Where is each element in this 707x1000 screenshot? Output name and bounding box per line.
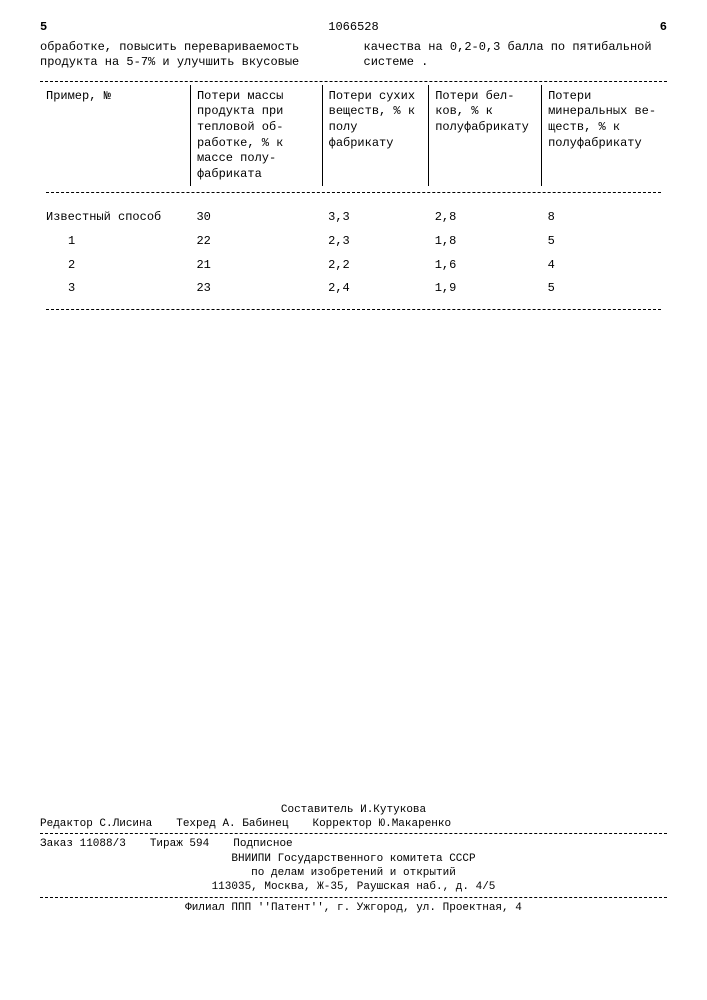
col-header-mass-loss: Потери массы продукта при тепловой об­ра… — [190, 85, 322, 187]
cell: 1,8 — [429, 230, 542, 254]
subscription: Подписное — [233, 837, 292, 851]
address-line: 113035, Москва, Ж-35, Раушская наб., д. … — [40, 880, 667, 894]
cell: 21 — [190, 254, 322, 278]
page-left-marker: 5 — [40, 20, 47, 36]
cell: 2,4 — [322, 277, 429, 301]
cell: 4 — [542, 254, 667, 278]
footer-block: Составитель И.Кутукова Редактор С.Лисина… — [40, 803, 667, 915]
row-label: Известный способ — [40, 206, 190, 230]
intro-text: обработке, повысить перевариваемость про… — [40, 40, 667, 71]
table-row: Известный способ 30 3,3 2,8 8 — [40, 206, 667, 230]
techred-label: Техред — [176, 818, 216, 830]
branch-line: Филиал ППП ''Патент'', г. Ужгород, ул. П… — [40, 901, 667, 915]
cell: 30 — [190, 206, 322, 230]
cell: 8 — [542, 206, 667, 230]
cell: 1,6 — [429, 254, 542, 278]
composer-label: Составитель — [281, 804, 354, 816]
footer-sep-2 — [40, 897, 667, 899]
editor-name: С.Лисина — [99, 818, 152, 830]
cell: 2,2 — [322, 254, 429, 278]
table-top-border — [40, 81, 667, 83]
corrector-label: Корректор — [312, 818, 371, 830]
cell: 2,3 — [322, 230, 429, 254]
table-row: 1 22 2,3 1,8 5 — [40, 230, 667, 254]
page: 5 1066528 6 обработке, повысить перевари… — [0, 0, 707, 1000]
print-info-row: Заказ 11088/3 Тираж 594 Подписное — [40, 837, 667, 851]
intro-right: качества на 0,2-0,3 балла по пяти­бально… — [364, 40, 668, 71]
table-header-row: Пример, № Потери массы продукта при тепл… — [40, 85, 667, 187]
cell: 2,8 — [429, 206, 542, 230]
techred-name: А. Бабинец — [222, 818, 288, 830]
credits-row: Редактор С.Лисина Техред А. Бабинец Корр… — [40, 817, 667, 831]
cell: 5 — [542, 230, 667, 254]
cell: 23 — [190, 277, 322, 301]
org-line-1: ВНИИПИ Государственного комитета СССР — [40, 852, 667, 866]
cell: 22 — [190, 230, 322, 254]
composer-name: И.Кутукова — [360, 804, 426, 816]
copies: Тираж 594 — [150, 837, 209, 851]
table-row: 2 21 2,2 1,6 4 — [40, 254, 667, 278]
col-header-example: Пример, № — [40, 85, 190, 187]
corrector-name: Ю.Макаренко — [379, 818, 452, 830]
cell: 1,9 — [429, 277, 542, 301]
intro-left: обработке, повысить перевариваемость про… — [40, 40, 344, 71]
data-table: Пример, № Потери массы продукта при тепл… — [40, 85, 667, 323]
table-row: 3 23 2,4 1,9 5 — [40, 277, 667, 301]
org-line-2: по делам изобретений и открытий — [40, 866, 667, 880]
col-header-mineral-loss: Потери минераль­ных ве­ществ, % к полу­ф… — [542, 85, 667, 187]
row-label: 3 — [40, 277, 190, 301]
cell: 3,3 — [322, 206, 429, 230]
row-label: 1 — [40, 230, 190, 254]
editor-label: Редактор — [40, 818, 93, 830]
header-row: 5 1066528 6 — [40, 20, 667, 36]
page-right-marker: 6 — [660, 20, 667, 36]
cell: 5 — [542, 277, 667, 301]
header-sep — [46, 192, 661, 194]
col-header-protein-loss: Потери бел­ков, % к полуфабри­кату — [429, 85, 542, 187]
row-label: 2 — [40, 254, 190, 278]
empty-body — [40, 323, 667, 803]
table-bottom-border — [46, 309, 661, 311]
order-number: Заказ 11088/3 — [40, 837, 126, 851]
document-number: 1066528 — [47, 20, 660, 36]
col-header-dry-loss: Потери су­хих ве­ществ, % к полу фабрика… — [322, 85, 429, 187]
footer-sep-1 — [40, 833, 667, 835]
composer-line: Составитель И.Кутукова — [40, 803, 667, 817]
